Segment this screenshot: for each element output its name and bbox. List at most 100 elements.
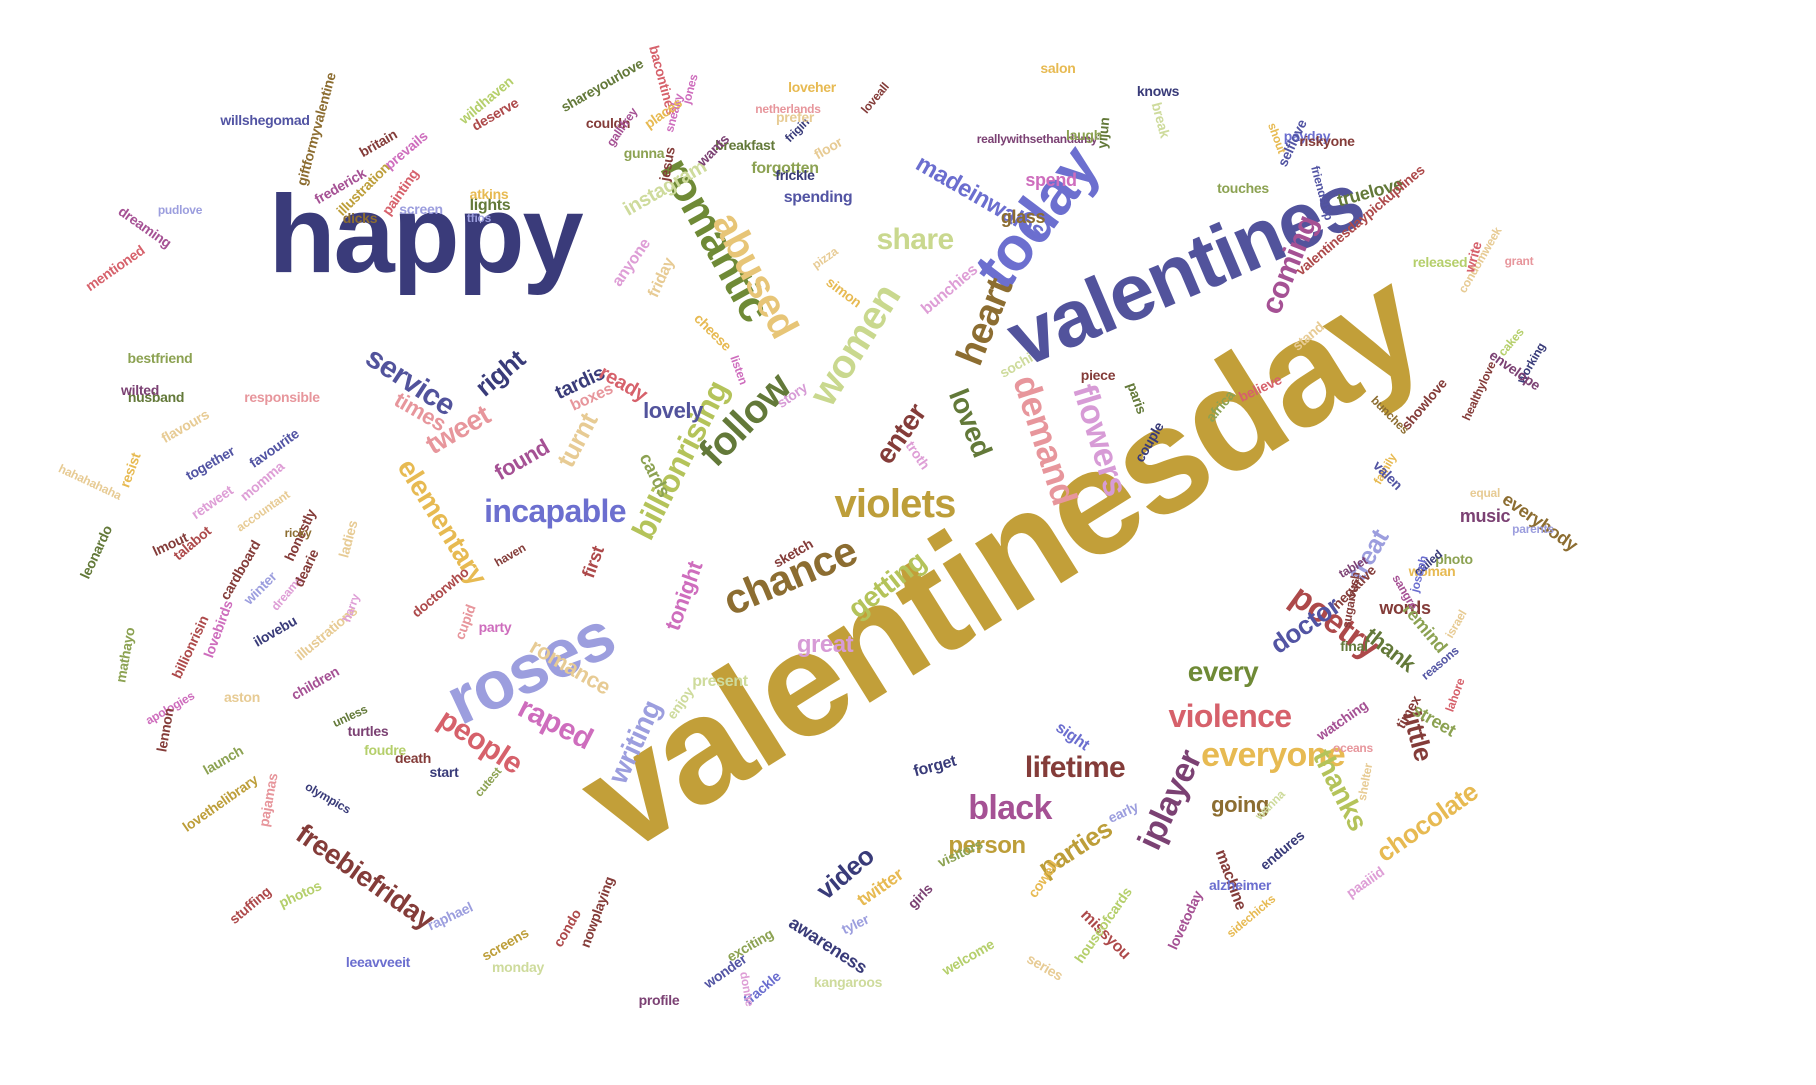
word: woman (1408, 563, 1456, 579)
word: giftformyvalentine (293, 70, 339, 188)
word: atkins (469, 186, 509, 202)
word: break (1148, 100, 1174, 140)
word: netherlands (755, 102, 821, 116)
word: jones (679, 72, 701, 106)
word: valen (1370, 457, 1406, 493)
word: ricky (284, 526, 312, 540)
word: couldn (585, 115, 631, 131)
word: found (489, 434, 554, 486)
word: tfios (466, 211, 492, 225)
word: tyler (838, 910, 872, 938)
word: leeavveeit (345, 954, 411, 970)
word: ladies (335, 518, 361, 560)
word: responsible (244, 389, 320, 405)
word: profile (638, 992, 680, 1008)
word: welcome (939, 935, 997, 979)
word: black (968, 789, 1052, 827)
word: death (395, 750, 431, 766)
word: aston (224, 689, 260, 705)
word: happy (268, 173, 584, 296)
word: pudlove (157, 203, 203, 217)
word: riskyone (1299, 133, 1355, 149)
word: words (1379, 598, 1431, 618)
word: kangaroos (813, 974, 883, 990)
word: mentioned (82, 241, 148, 295)
word: cowell (1024, 857, 1062, 901)
word: launch (200, 742, 246, 778)
word: forget (911, 752, 959, 781)
word: stuffing (226, 883, 274, 927)
word: israel (1442, 607, 1470, 641)
word: thank (1360, 622, 1421, 677)
word: floor (811, 133, 845, 163)
word: everyone (1201, 736, 1346, 774)
word: salon (1040, 60, 1076, 76)
word: violence (1168, 698, 1293, 734)
word: photos (276, 877, 324, 911)
word: shareyourlove (558, 55, 646, 115)
word: great (796, 631, 854, 658)
word: turnt (550, 407, 604, 473)
word: cupid (451, 602, 479, 642)
word: nowplaying (576, 874, 618, 950)
word: start (429, 764, 459, 780)
word: series (1024, 950, 1066, 984)
word: iplayer (1130, 744, 1210, 856)
word: photo (1435, 551, 1473, 567)
word: every (1187, 656, 1259, 687)
word: endures (1256, 826, 1308, 874)
word: elementary (391, 453, 494, 591)
word: knows (1136, 83, 1180, 99)
word: loveall (858, 79, 892, 117)
word: cutest (471, 764, 505, 800)
word: first (578, 543, 608, 581)
word: cheese (691, 310, 735, 354)
word: person (948, 832, 1026, 859)
word: prefer (775, 109, 815, 125)
word: glass (1000, 207, 1046, 227)
word: gunna (623, 145, 665, 161)
word: oceans (1333, 741, 1373, 755)
word: wilted (121, 382, 159, 398)
word: pajamas (255, 771, 281, 829)
word: loveher (788, 79, 836, 95)
word: alzheimer (1208, 877, 1272, 893)
word: foudre (364, 742, 406, 758)
word: present (692, 673, 748, 690)
word: simon (823, 273, 865, 311)
word: leonardo (76, 522, 116, 582)
word: breakfast (715, 137, 775, 153)
word: tonight (659, 557, 708, 634)
word: husband (127, 389, 185, 405)
word: pizza (809, 244, 841, 272)
word: parents (1512, 522, 1554, 536)
word: payday (1283, 128, 1331, 144)
word: incapable (484, 493, 626, 529)
word: lahore (1442, 676, 1468, 714)
word: together (182, 442, 238, 484)
word: released (1412, 254, 1468, 270)
word: girls (904, 880, 936, 912)
word: spend (1025, 170, 1077, 190)
word: forgotten (751, 160, 819, 177)
word: shelter (1354, 762, 1376, 802)
word: party (478, 619, 512, 635)
word: healthylove (1459, 359, 1499, 423)
word: resist (116, 450, 144, 490)
word: frickle (775, 167, 815, 183)
word: freebiefriday (290, 817, 441, 936)
word: haven (492, 540, 528, 570)
word: dicks (342, 210, 378, 226)
word: violets (834, 482, 956, 526)
word: equal (1469, 486, 1501, 500)
word: yijun (1093, 116, 1113, 150)
word: anyone (609, 235, 655, 290)
word: children (288, 663, 342, 703)
word: harry (339, 592, 363, 624)
word: spending (783, 189, 853, 206)
word: going (1211, 792, 1269, 817)
word: lovely (643, 398, 703, 423)
word: retweet (188, 481, 236, 523)
word: willshegomad (220, 112, 310, 128)
